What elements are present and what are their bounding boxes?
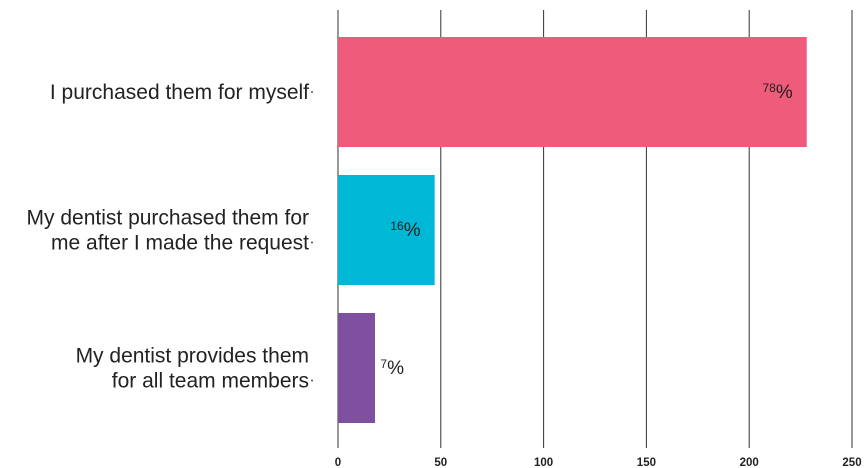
x-tick-label: 200	[740, 457, 759, 468]
category-label-line: for all team members	[112, 370, 309, 393]
category-labels: I purchased them for myself My dentist pu…	[27, 81, 313, 393]
category-label-line: me after I made the request	[51, 232, 309, 255]
x-tick-label: 150	[637, 457, 656, 468]
category-label-line: My dentist provides them	[76, 345, 309, 368]
bar-percent-label: 78%	[763, 81, 793, 103]
percent-sign: %	[776, 82, 793, 103]
label-marker	[311, 241, 313, 244]
percent-sign: %	[387, 358, 404, 379]
category-label: My dentist purchased them for me after I …	[27, 207, 310, 255]
x-tick-label: 250	[842, 457, 861, 468]
x-tick-label: 50	[434, 457, 447, 468]
percent-value: 78	[763, 81, 777, 95]
category-label-line: I purchased them for myself	[50, 81, 309, 104]
percent-value: 16	[390, 219, 404, 233]
percent-sign: %	[404, 220, 421, 241]
percent-value: 7	[380, 357, 387, 371]
bar	[338, 37, 807, 147]
x-axis-ticks: 0 50 100 150 200 250	[335, 457, 862, 468]
x-tick-label: 0	[335, 457, 341, 468]
bar	[338, 313, 376, 423]
label-marker	[311, 379, 313, 382]
category-label-line: My dentist purchased them for	[27, 207, 309, 230]
x-tick-label: 100	[534, 457, 553, 468]
category-label: My dentist provides them for all team mem…	[76, 345, 309, 393]
category-label: I purchased them for myself	[50, 81, 309, 104]
bar	[338, 175, 435, 285]
bar-percent-label: 16%	[390, 219, 420, 241]
bars: 78%16%7%	[338, 37, 807, 423]
label-marker	[311, 91, 313, 93]
bar-percent-label: 7%	[380, 357, 404, 379]
